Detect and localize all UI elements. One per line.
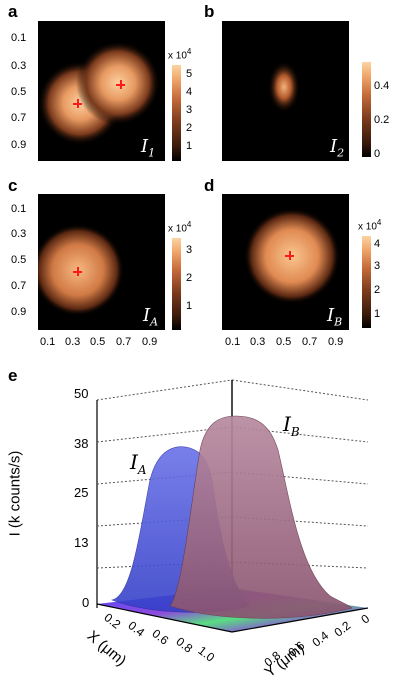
colorbar-tick: 1 <box>186 300 193 312</box>
colorbar-c <box>172 238 181 330</box>
x-tick: 0.7 <box>116 336 132 348</box>
image-panel-b: I2 <box>222 21 349 161</box>
image-label-d: IB <box>327 305 343 329</box>
panel-letter-a: a <box>8 2 18 21</box>
colorbar-tick: 2 <box>186 122 193 134</box>
colorbar-tick: 3 <box>186 104 193 116</box>
z-tick: 25 <box>74 485 89 500</box>
panel-letter-d: d <box>204 176 215 195</box>
y-tick: 0.1 <box>11 203 27 215</box>
x-tick: 0.3 <box>65 336 81 348</box>
y-tick: 0.9 <box>11 306 27 318</box>
colorbar-exponent-c: x 104 <box>168 220 192 235</box>
y-tick: 0.3 <box>11 228 27 240</box>
colorbar-tick: 5 <box>186 68 193 80</box>
colorbar-tick: 0 <box>374 148 381 160</box>
z-tick: 0 <box>82 595 90 610</box>
surface-plot <box>96 379 369 633</box>
y-tick: 0.5 <box>11 86 27 98</box>
colorbar-a <box>172 65 181 161</box>
image-panel-d: IB <box>222 194 349 330</box>
z-tick: 50 <box>74 386 89 401</box>
x-tick: 0.3 <box>250 336 266 348</box>
z-axis-label: I (k counts/s) <box>6 450 24 537</box>
colorbar-tick: 1 <box>186 140 193 152</box>
y-tick: 0.1 <box>11 32 27 44</box>
colorbar-tick: 4 <box>374 238 381 250</box>
image-label-b: I2 <box>330 136 345 160</box>
y-tick: 0.7 <box>11 112 27 124</box>
y-tick: 0.9 <box>11 139 27 151</box>
x-tick: 0.9 <box>142 336 158 348</box>
image-label-a: I1 <box>141 136 156 160</box>
marker-cross <box>116 80 125 89</box>
colorbar-d <box>362 236 371 328</box>
x-tick: 0.5 <box>276 336 292 348</box>
colorbar-tick: 4 <box>186 86 193 98</box>
colorbar-exponent-d: x 104 <box>358 218 382 233</box>
colorbar-tick: 2 <box>374 284 381 296</box>
panel-letter-b: b <box>204 2 215 21</box>
marker-cross <box>73 267 82 276</box>
y-tick: 0.3 <box>11 60 27 72</box>
colorbar-tick: 2 <box>186 272 193 284</box>
colorbar-exponent-a: x 104 <box>168 47 192 62</box>
colorbar-tick: 1 <box>374 308 381 320</box>
y-tick: 0.5 <box>11 254 27 266</box>
colorbar-b <box>362 62 371 157</box>
marker-cross <box>285 251 294 260</box>
series-label-b: IB <box>283 412 300 439</box>
panel-letter-c: c <box>8 176 18 195</box>
image-label-c: IA <box>143 305 159 329</box>
y-tick: 0.7 <box>11 280 27 292</box>
series-label-a: IA <box>130 450 147 477</box>
x-tick: 0.1 <box>225 336 241 348</box>
x-tick: 0.9 <box>328 336 344 348</box>
image-panel-a: I1 <box>38 21 165 161</box>
z-tick: 13 <box>74 535 89 550</box>
x-tick: 0.5 <box>90 336 106 348</box>
x-tick: 0.1 <box>40 336 56 348</box>
colorbar-tick: 0.2 <box>374 114 390 126</box>
panel-letter-e: e <box>8 366 18 385</box>
surface-b <box>169 415 353 619</box>
image-panel-c: IA <box>38 194 165 330</box>
colorbar-tick: 0.4 <box>374 80 390 92</box>
marker-cross <box>73 99 82 108</box>
colorbar-tick: 3 <box>186 244 193 256</box>
z-tick: 38 <box>74 436 89 451</box>
colorbar-tick: 3 <box>374 260 381 272</box>
x-tick: 0.7 <box>302 336 318 348</box>
